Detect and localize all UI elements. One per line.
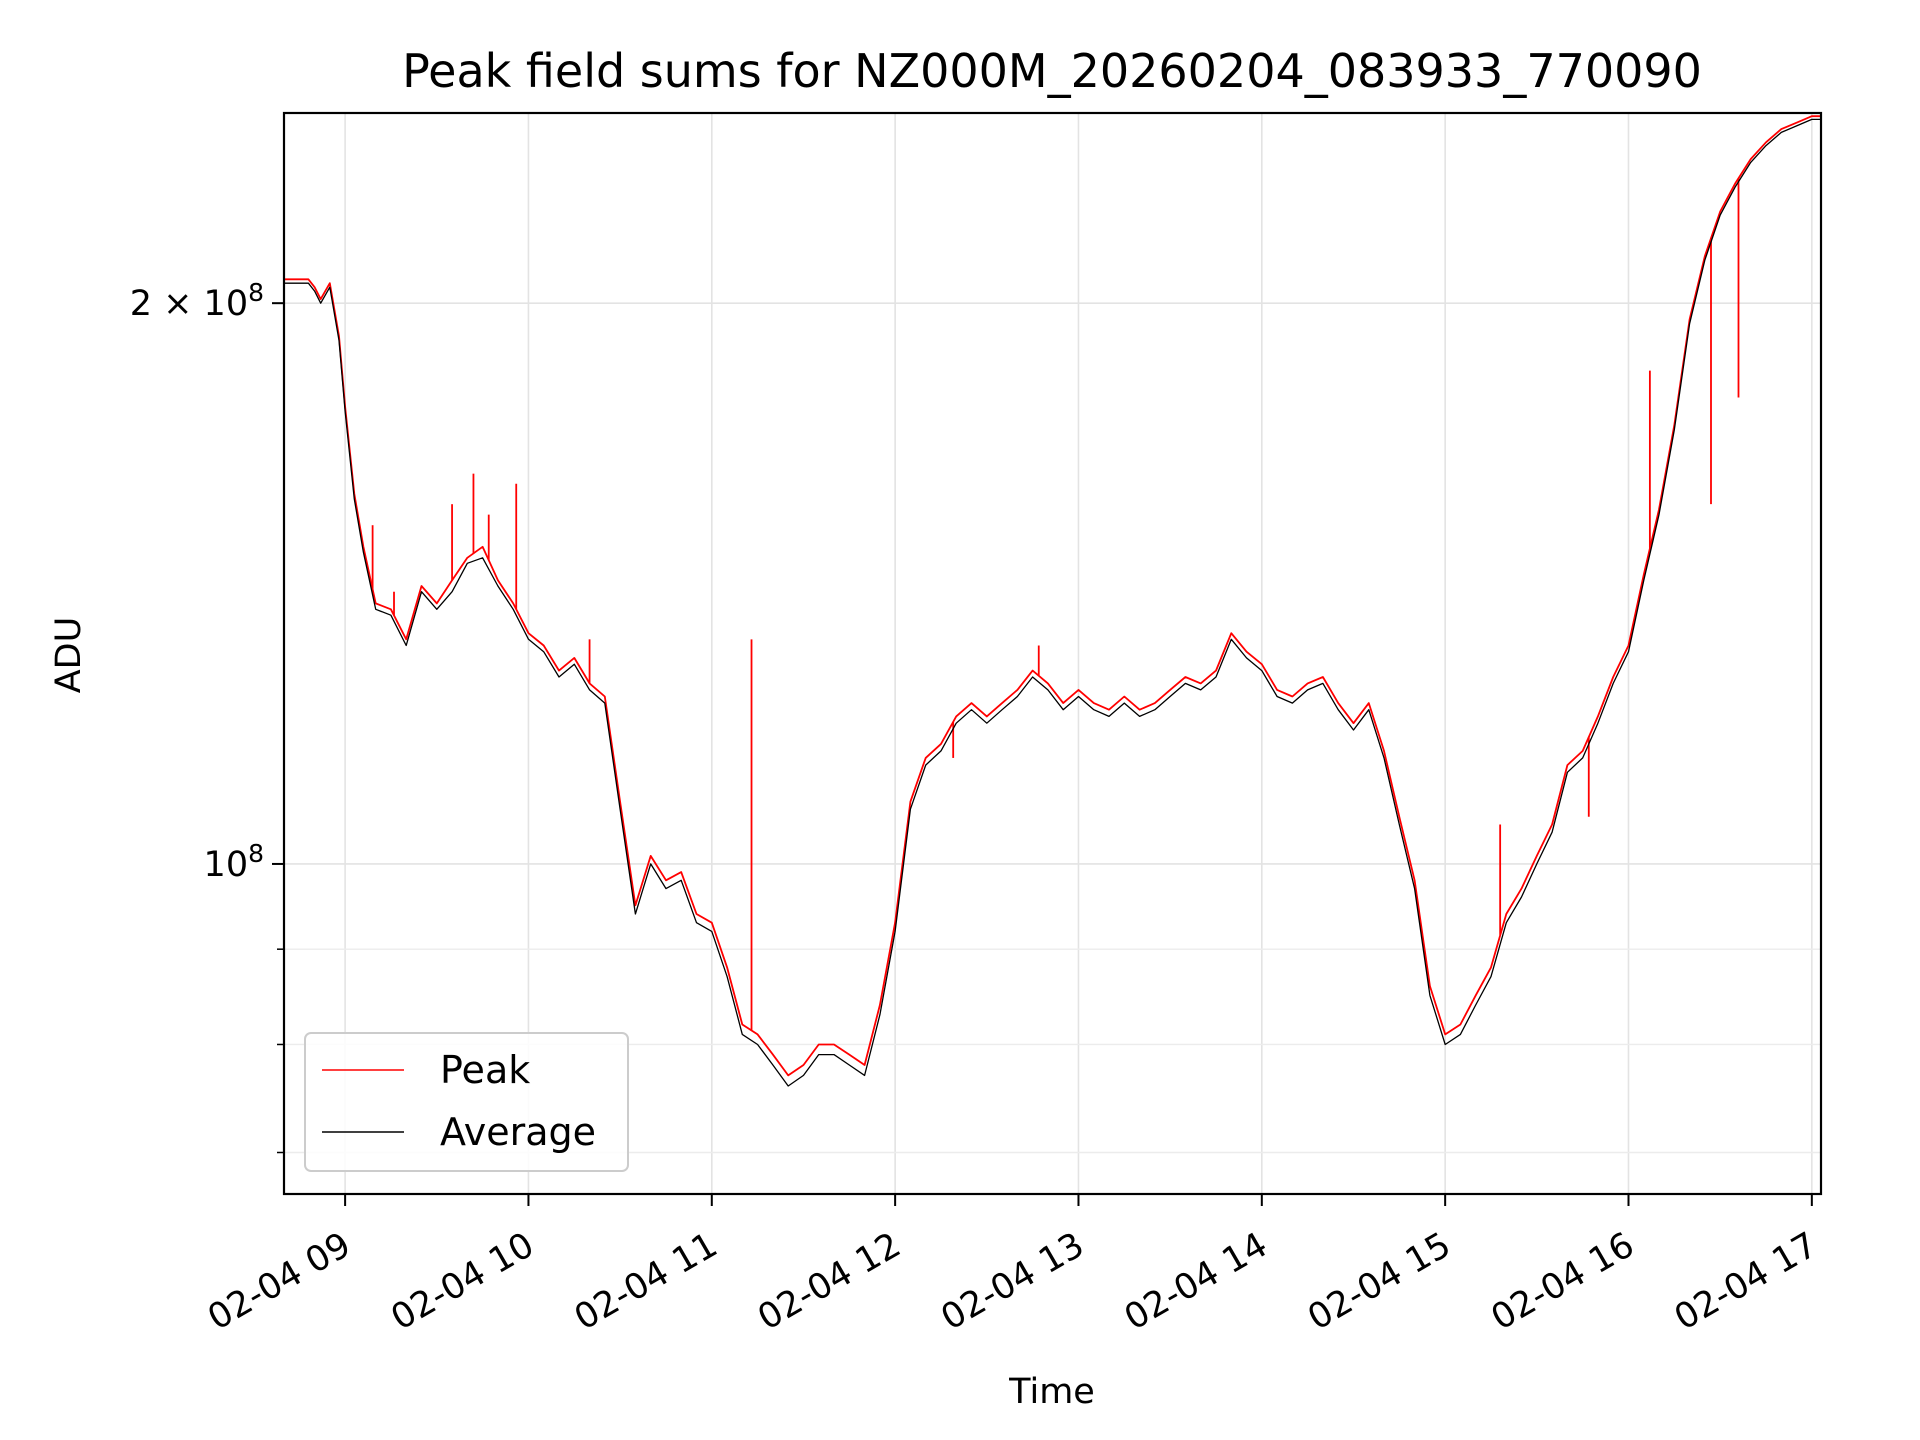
- y-axis-ticks: 2 × 108 108: [130, 278, 284, 1154]
- plot-frame: [282, 111, 1823, 1196]
- legend-box: [304, 1032, 629, 1172]
- y-tick-label: 108: [204, 839, 264, 885]
- legend-label-average: Average: [440, 1110, 596, 1154]
- legend-label-peak: Peak: [440, 1048, 530, 1092]
- series-line-average: [284, 118, 1821, 1087]
- y-axis-label: ADU: [49, 617, 89, 694]
- x-axis-label: Time: [1008, 1372, 1095, 1412]
- grid-lines: [284, 113, 1821, 1194]
- series-layer: [284, 115, 1821, 1087]
- series-line-peak: [284, 115, 1821, 1077]
- y-tick-label: 2 × 108: [130, 278, 264, 324]
- chart-title: Peak field sums for NZ000M_20260204_0839…: [402, 44, 1702, 98]
- legend: Peak Average: [304, 1032, 629, 1172]
